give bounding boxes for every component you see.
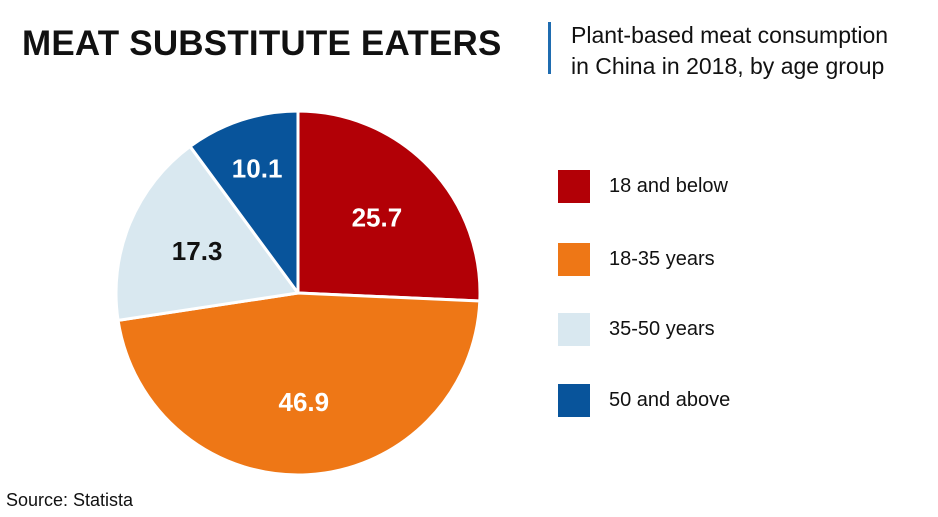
legend-swatch bbox=[558, 384, 590, 417]
data-label: 46.9 bbox=[279, 387, 330, 417]
legend-item-35-50-years: 35-50 years bbox=[558, 313, 898, 347]
source-note: Source: Statista bbox=[6, 490, 134, 510]
legend-swatch bbox=[558, 243, 590, 276]
pie-slice-18-35-years bbox=[116, 291, 482, 477]
pie-slice-18-and-below bbox=[296, 109, 482, 303]
legend-item-18-and-below: 18 and below bbox=[558, 170, 898, 204]
legend-swatch bbox=[558, 170, 590, 203]
data-label: 17.3 bbox=[172, 236, 223, 266]
legend-label: 50 and above bbox=[609, 389, 731, 411]
legend-swatch bbox=[558, 313, 590, 346]
pie-slice-50-and-above bbox=[188, 109, 300, 295]
legend-label: 35-50 years bbox=[609, 318, 715, 340]
subtitle-line-2: in China in 2018, by age group bbox=[571, 53, 885, 79]
legend-item-18-35-years: 18-35 years bbox=[558, 243, 898, 277]
chart-title: MEAT SUBSTITUTE EATERS bbox=[22, 24, 502, 63]
title-divider bbox=[548, 22, 551, 74]
data-label: 10.1 bbox=[232, 154, 283, 184]
data-label: 25.7 bbox=[352, 203, 403, 233]
legend-label: 18-35 years bbox=[609, 248, 715, 270]
chart-subtitle: Plant-based meat consumption in China in… bbox=[571, 20, 931, 82]
pie-slice-35-50-years bbox=[114, 144, 300, 322]
legend-item-50-and-above: 50 and above bbox=[558, 384, 898, 418]
legend-label: 18 and below bbox=[609, 175, 728, 197]
subtitle-line-1: Plant-based meat consumption bbox=[571, 22, 889, 48]
